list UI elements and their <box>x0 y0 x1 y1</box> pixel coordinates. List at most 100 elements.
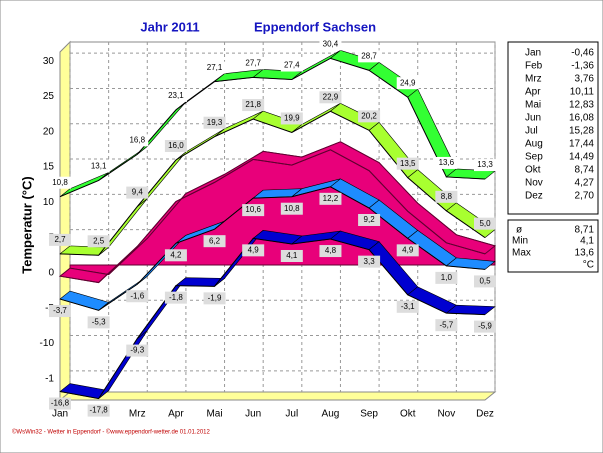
label-box <box>435 156 458 169</box>
label-box <box>203 116 226 129</box>
table-value: 8,74 <box>575 165 595 176</box>
label-box <box>396 77 419 90</box>
data-label: 3,3 <box>364 257 376 266</box>
label-box <box>203 235 226 248</box>
data-label: 9,2 <box>364 215 376 224</box>
floor <box>58 391 497 401</box>
data-label: 12,2 <box>323 194 339 203</box>
data-label: 10,8 <box>52 178 68 187</box>
label-box <box>319 91 342 104</box>
x-tick-label: Jun <box>245 409 261 420</box>
data-label: 10,6 <box>245 205 261 214</box>
x-tick-label: Sep <box>360 409 378 420</box>
data-label: 19,9 <box>284 114 300 123</box>
data-label: 10,8 <box>284 204 300 213</box>
data-label: 23,1 <box>168 91 184 100</box>
y-tick-label: 15 <box>43 162 55 173</box>
stat-label: ø <box>516 225 522 236</box>
table-value: 3,76 <box>575 74 595 85</box>
table-month: Feb <box>525 61 543 72</box>
table-month: Mrz <box>525 74 542 85</box>
label-box <box>435 319 458 332</box>
label-box <box>280 59 303 72</box>
data-label: 13,6 <box>439 158 455 167</box>
stat-value: 13,6 <box>575 248 595 259</box>
month-table <box>507 41 599 215</box>
data-label: 27,4 <box>284 61 300 70</box>
table-value: -1,36 <box>571 61 594 72</box>
data-label: 28,7 <box>361 51 377 60</box>
table-month: Sep <box>525 152 543 163</box>
table-value: 4,27 <box>575 178 595 189</box>
label-box <box>203 61 226 74</box>
label-box <box>164 140 187 152</box>
data-label: -16,8 <box>51 399 70 408</box>
table-value: 17,44 <box>569 139 594 150</box>
data-label: 2,7 <box>54 235 66 244</box>
data-label: 19,3 <box>207 118 223 127</box>
label-box <box>474 320 496 333</box>
label-box <box>280 112 303 125</box>
y-axis-label: Temperatur (°C) <box>19 176 34 273</box>
x-tick-label: Nov <box>437 409 455 420</box>
data-label: 13,3 <box>477 160 493 169</box>
label-box <box>280 202 303 215</box>
table-value: -0,46 <box>571 48 594 59</box>
table-month: Apr <box>525 87 541 98</box>
data-label: -1,9 <box>208 293 222 302</box>
label-box <box>164 89 187 102</box>
label-box <box>396 244 419 257</box>
data-label: 4,9 <box>402 245 414 254</box>
data-label: -3,7 <box>53 306 67 315</box>
data-label: -1,6 <box>130 291 144 300</box>
label-box <box>319 245 342 258</box>
chart-subtitle: Eppendorf Sachsen <box>254 19 376 34</box>
data-label: 0,5 <box>479 277 491 286</box>
data-label: 24,9 <box>400 78 416 87</box>
data-label: 13,1 <box>91 162 107 171</box>
data-label: 4,2 <box>170 250 182 259</box>
label-box <box>474 275 496 288</box>
data-label: -17,8 <box>90 406 109 415</box>
y-tick-label: 30 <box>43 56 55 67</box>
label-box <box>126 134 149 147</box>
x-tick-label: Mai <box>206 409 222 420</box>
label-box <box>242 244 265 257</box>
label-box <box>49 397 71 410</box>
table-month: Mai <box>525 100 541 111</box>
label-box <box>126 344 149 357</box>
data-label: -1,8 <box>169 293 183 302</box>
label-box <box>126 186 149 199</box>
label-box <box>358 255 381 268</box>
data-label: 21,8 <box>245 100 261 109</box>
data-label: 22,9 <box>323 92 339 101</box>
data-label: -9,3 <box>130 346 144 355</box>
chart-title: Jahr 2011 <box>140 19 199 34</box>
table-value: 10,11 <box>570 87 595 98</box>
data-label: 16,0 <box>168 141 184 150</box>
data-label: 30,4 <box>323 39 339 48</box>
label-box <box>396 157 419 170</box>
data-label: -3,1 <box>401 302 415 311</box>
x-tick-label: Dez <box>476 409 494 420</box>
table-month: Jul <box>525 126 538 137</box>
y-tick-label: -1 <box>45 373 54 384</box>
data-label: -5,9 <box>478 322 492 331</box>
y-tick-label: 0 <box>48 268 54 279</box>
label-box <box>49 305 71 318</box>
table-month: Jun <box>525 113 541 124</box>
label-box <box>87 316 110 329</box>
x-tick-label: Aug <box>322 409 340 420</box>
label-box <box>87 404 110 417</box>
x-tick-label: Jan <box>52 409 68 420</box>
stat-unit: °C <box>583 260 594 271</box>
table-month: Nov <box>525 178 543 189</box>
series-line <box>59 57 486 198</box>
label-box <box>203 292 226 305</box>
label-box <box>242 204 265 217</box>
y-tick-label: 25 <box>43 91 55 102</box>
y-tick-label: 20 <box>43 126 55 137</box>
table-value: 12,83 <box>569 100 594 111</box>
data-label: -5,3 <box>92 317 106 326</box>
label-box <box>164 291 187 304</box>
